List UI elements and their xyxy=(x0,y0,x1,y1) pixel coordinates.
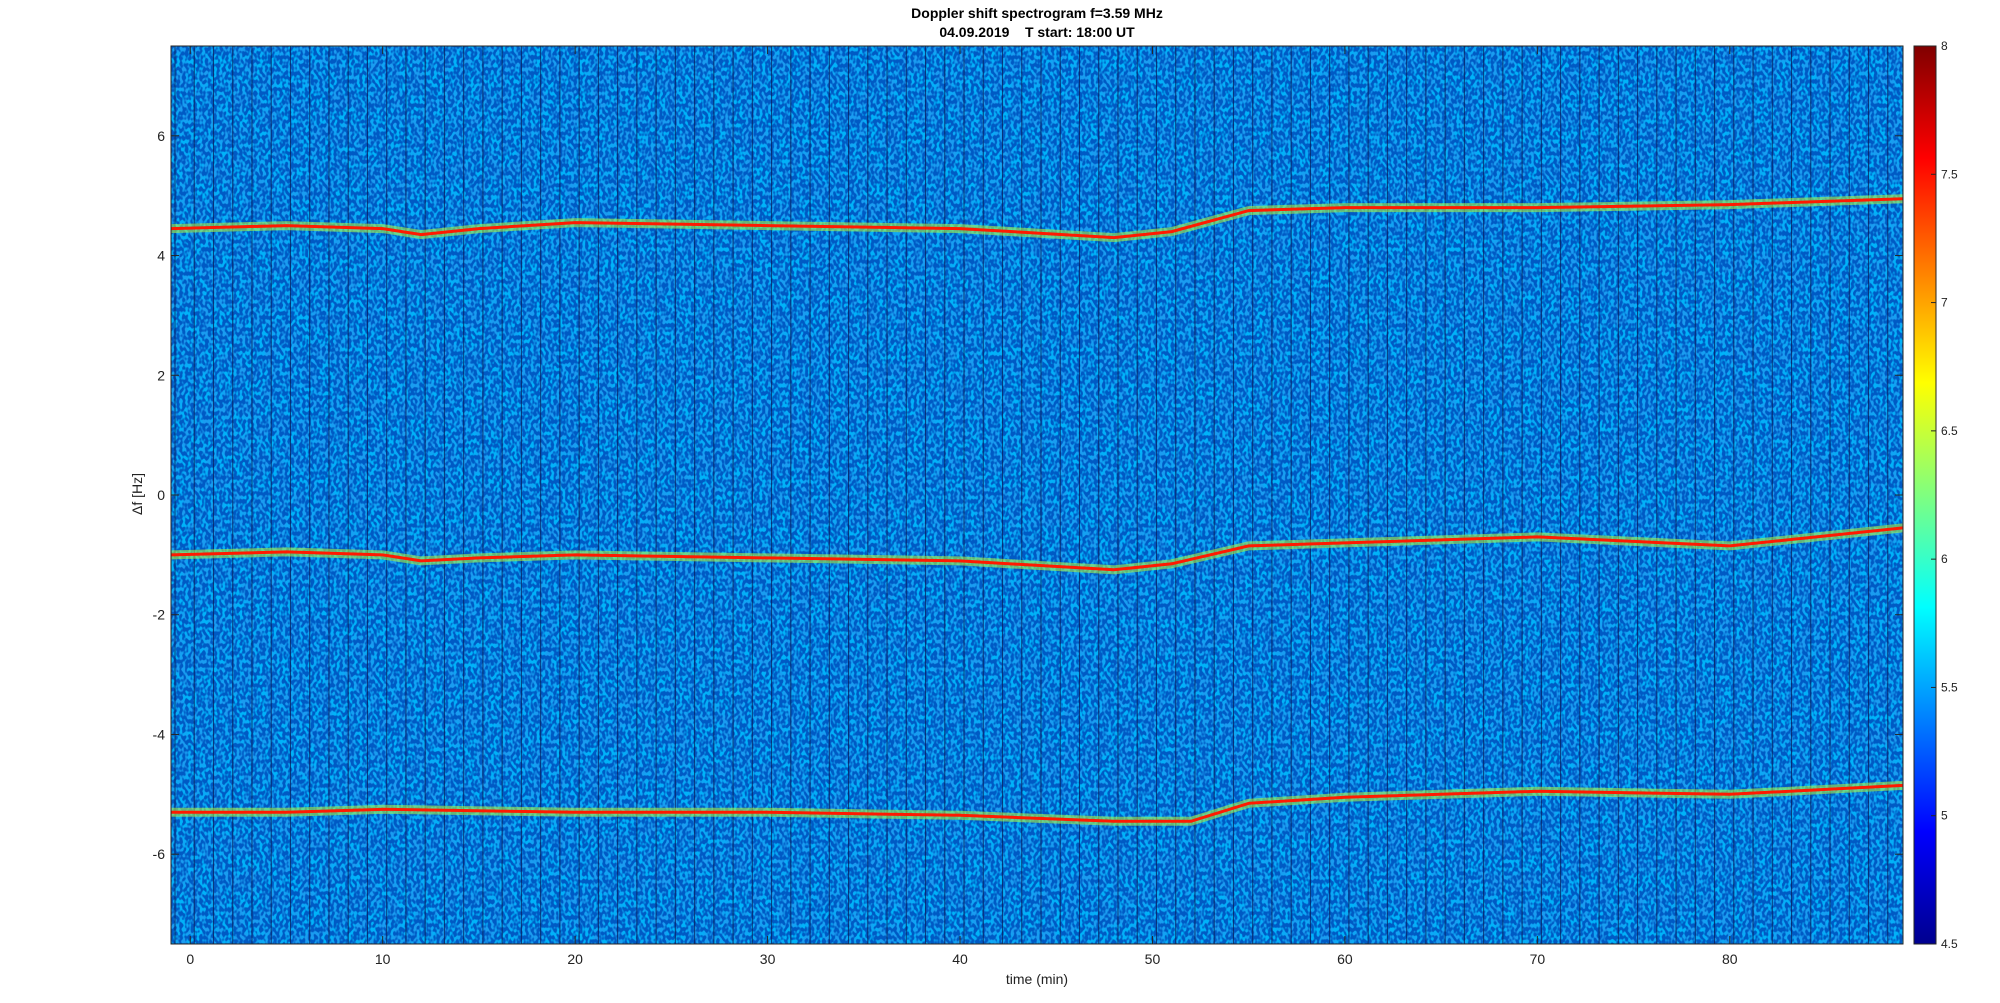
x-tick-label: 10 xyxy=(375,951,391,967)
colorbar-tick-label: 7 xyxy=(1941,296,1948,310)
colorbar xyxy=(1913,45,1937,945)
trace-line xyxy=(171,526,1903,572)
trace-line xyxy=(171,783,1903,823)
plot-area xyxy=(171,46,1903,944)
y-tick-label: 4 xyxy=(157,248,165,264)
y-tick-label: -6 xyxy=(153,846,166,862)
colorbar-tick-label: 4.5 xyxy=(1941,937,1958,951)
colorbar-tick-label: 5.5 xyxy=(1941,680,1958,694)
chart-title-line2: 04.09.2019 T start: 18:00 UT xyxy=(939,24,1135,40)
y-tick-label: 0 xyxy=(157,487,165,503)
y-tick-label: 2 xyxy=(157,367,165,383)
x-axis-label: time (min) xyxy=(1006,971,1068,987)
colorbar-tick-label: 6 xyxy=(1941,552,1948,566)
y-tick-label: -4 xyxy=(153,726,166,742)
x-tick-label: 70 xyxy=(1530,951,1546,967)
y-axis-label: Δf [Hz] xyxy=(129,473,145,515)
x-tick-label: 20 xyxy=(567,951,583,967)
x-tick-label: 60 xyxy=(1337,951,1353,967)
x-tick-label: 50 xyxy=(1145,951,1161,967)
colorbar-tick-label: 8 xyxy=(1941,39,1948,53)
colorbar-tick-label: 6.5 xyxy=(1941,424,1958,438)
colorbar-tick-label: 5 xyxy=(1941,809,1948,823)
x-tick-label: 0 xyxy=(186,951,194,967)
y-axis-ticks: -6 -4 -2 0 2 4 6 xyxy=(153,128,1903,862)
signal-traces xyxy=(171,194,1903,826)
colorbar-tick-label: 7.5 xyxy=(1941,167,1958,181)
x-axis-ticks: 0 10 20 30 40 50 60 70 80 xyxy=(186,46,1738,967)
x-tick-label: 30 xyxy=(760,951,776,967)
x-tick-label: 80 xyxy=(1722,951,1738,967)
colorbar-ticks: 4.5 5 5.5 6 6.5 7 7.5 8 xyxy=(1931,39,1958,951)
trace-line xyxy=(171,197,1903,240)
y-tick-label: 6 xyxy=(157,128,165,144)
y-tick-label: -2 xyxy=(153,607,166,623)
chart-title-line1: Doppler shift spectrogram f=3.59 MHz xyxy=(911,5,1163,21)
x-tick-label: 40 xyxy=(952,951,968,967)
